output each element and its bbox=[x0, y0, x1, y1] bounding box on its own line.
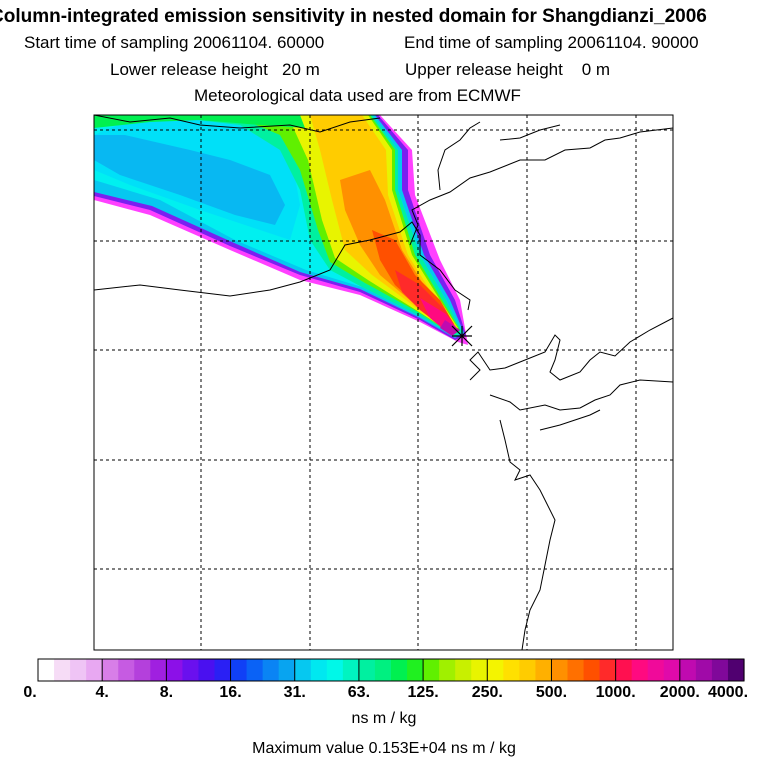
colorbar-swatch bbox=[503, 659, 520, 681]
met-data-text: Meteorological data used are from ECMWF bbox=[194, 86, 521, 105]
upper-release-text: Upper release height 0 m bbox=[405, 60, 611, 79]
colorbar-swatch bbox=[262, 659, 280, 681]
colorbar-tick-label: 4. bbox=[95, 684, 109, 701]
colorbar-swatch bbox=[535, 659, 553, 681]
colorbar-swatch bbox=[150, 659, 167, 681]
colorbar-swatch bbox=[118, 659, 135, 681]
colorbar-swatch bbox=[551, 659, 569, 681]
plot-title: Column-integrated emission sensitivity i… bbox=[0, 6, 707, 27]
colorbar-tick-label: 1000. bbox=[595, 684, 636, 701]
units-label: ns m / kg bbox=[351, 710, 417, 727]
colorbar-swatch bbox=[695, 659, 713, 681]
colorbar-swatch bbox=[70, 659, 87, 681]
colorbar-swatch bbox=[102, 659, 119, 681]
colorbar-swatch bbox=[455, 659, 472, 681]
colorbar-swatch bbox=[278, 659, 296, 681]
colorbar-tick-label: 63. bbox=[347, 684, 371, 701]
start-time-text: Start time of sampling 20061104. 60000 bbox=[24, 33, 325, 52]
colorbar-frame bbox=[37, 658, 745, 682]
colorbar-swatch bbox=[727, 659, 745, 681]
colorbar-tick-label: 31. bbox=[283, 684, 306, 701]
coastlines bbox=[94, 115, 673, 650]
colorbar-swatch bbox=[230, 659, 248, 681]
lat-lon-grid bbox=[94, 115, 673, 650]
colorbar-swatch bbox=[182, 659, 200, 681]
colorbar-swatch bbox=[487, 659, 504, 681]
max-value-text: Maximum value 0.153E+04 ns m / kg bbox=[252, 740, 516, 757]
colorbar-swatch bbox=[631, 659, 649, 681]
colorbar bbox=[37, 659, 745, 681]
colorbar-swatch bbox=[439, 659, 456, 681]
colorbar-swatch bbox=[583, 659, 601, 681]
colorbar-swatch bbox=[471, 659, 488, 681]
colorbar-tick-label: 0. bbox=[23, 684, 37, 701]
colorbar-swatch bbox=[423, 659, 440, 681]
colorbar-tick-label: 16. bbox=[219, 684, 242, 701]
colorbar-swatch bbox=[166, 659, 184, 681]
colorbar-tick-label: 4000. bbox=[707, 684, 749, 701]
colorbar-swatch bbox=[86, 659, 103, 681]
colorbar-swatch bbox=[246, 659, 264, 681]
colorbar-swatch bbox=[358, 659, 376, 681]
colorbar-tick-label: 250. bbox=[471, 684, 503, 701]
colorbar-swatch bbox=[599, 659, 617, 681]
colorbar-swatch bbox=[342, 659, 360, 681]
lower-release-text: Lower release height 20 m bbox=[110, 60, 320, 79]
end-time-text: End time of sampling 20061104. 90000 bbox=[404, 33, 699, 52]
colorbar-swatch bbox=[391, 659, 408, 681]
colorbar-tick-label: 125. bbox=[407, 684, 439, 701]
colorbar-swatch bbox=[567, 659, 585, 681]
colorbar-swatch bbox=[519, 659, 537, 681]
colorbar-swatch bbox=[679, 659, 697, 681]
colorbar-swatch bbox=[663, 659, 681, 681]
colorbar-swatch bbox=[407, 659, 424, 681]
colorbar-swatch bbox=[711, 659, 729, 681]
colorbar-swatch bbox=[310, 659, 328, 681]
colorbar-tick-label: 500. bbox=[535, 684, 568, 701]
colorbar-swatch bbox=[198, 659, 216, 681]
receptor-cross-icon bbox=[451, 325, 473, 347]
colorbar-tick-label: 2000. bbox=[659, 684, 700, 701]
colorbar-swatch bbox=[54, 659, 71, 681]
colorbar-swatch bbox=[647, 659, 665, 681]
colorbar-tick-label: 8. bbox=[159, 684, 174, 701]
colorbar-swatch bbox=[294, 659, 312, 681]
colorbar-swatch bbox=[214, 659, 232, 681]
colorbar-swatch bbox=[38, 659, 55, 681]
colorbar-swatch bbox=[326, 659, 344, 681]
colorbar-swatch bbox=[615, 659, 633, 681]
map-frame bbox=[93, 114, 674, 651]
colorbar-swatch bbox=[134, 659, 151, 681]
colorbar-swatch bbox=[374, 659, 392, 681]
plume-layer bbox=[94, 115, 468, 345]
